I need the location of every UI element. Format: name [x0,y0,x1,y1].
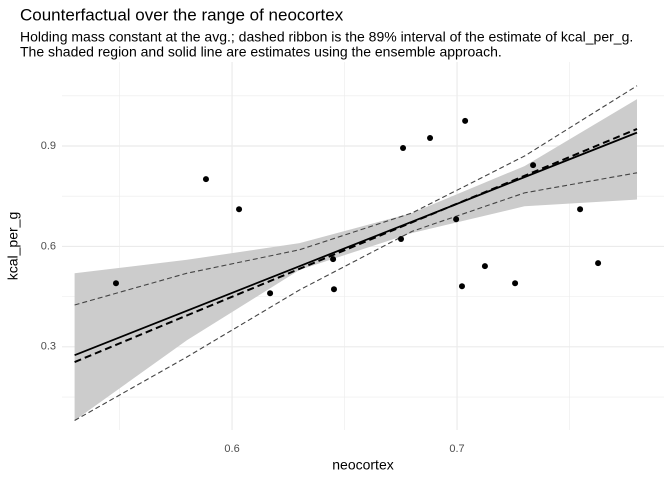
y-axis-title: kcal_per_g [5,212,21,281]
point [427,134,434,141]
point [267,290,274,297]
mean-line [74,128,638,363]
y-tick-label: 0.6 [41,240,56,252]
point [400,145,407,152]
x-tick-label: 0.7 [449,443,464,455]
ribbon [74,99,638,421]
chart-title: Counterfactual over the range of neocort… [20,5,344,24]
point [236,206,243,213]
point [112,280,119,287]
point [481,263,488,270]
point [458,283,465,290]
y-tick-label: 0.9 [41,140,56,152]
chart-subtitle: The shaded region and solid line are est… [20,44,502,60]
point [398,236,405,243]
point [330,256,337,263]
point [512,280,519,287]
point [330,286,337,293]
chart-subtitle: Holding mass constant at the avg.; dashe… [20,29,633,45]
point [202,176,209,183]
point [577,206,584,213]
point [462,117,469,124]
x-tick-label: 0.6 [224,443,239,455]
interval-lower [74,172,638,421]
point [453,216,460,223]
x-axis-title: neocortex [332,457,393,473]
interval-upper [74,85,638,306]
y-tick-label: 0.3 [41,341,56,353]
point [595,260,602,267]
point [530,162,537,169]
ensemble-line [74,131,638,357]
